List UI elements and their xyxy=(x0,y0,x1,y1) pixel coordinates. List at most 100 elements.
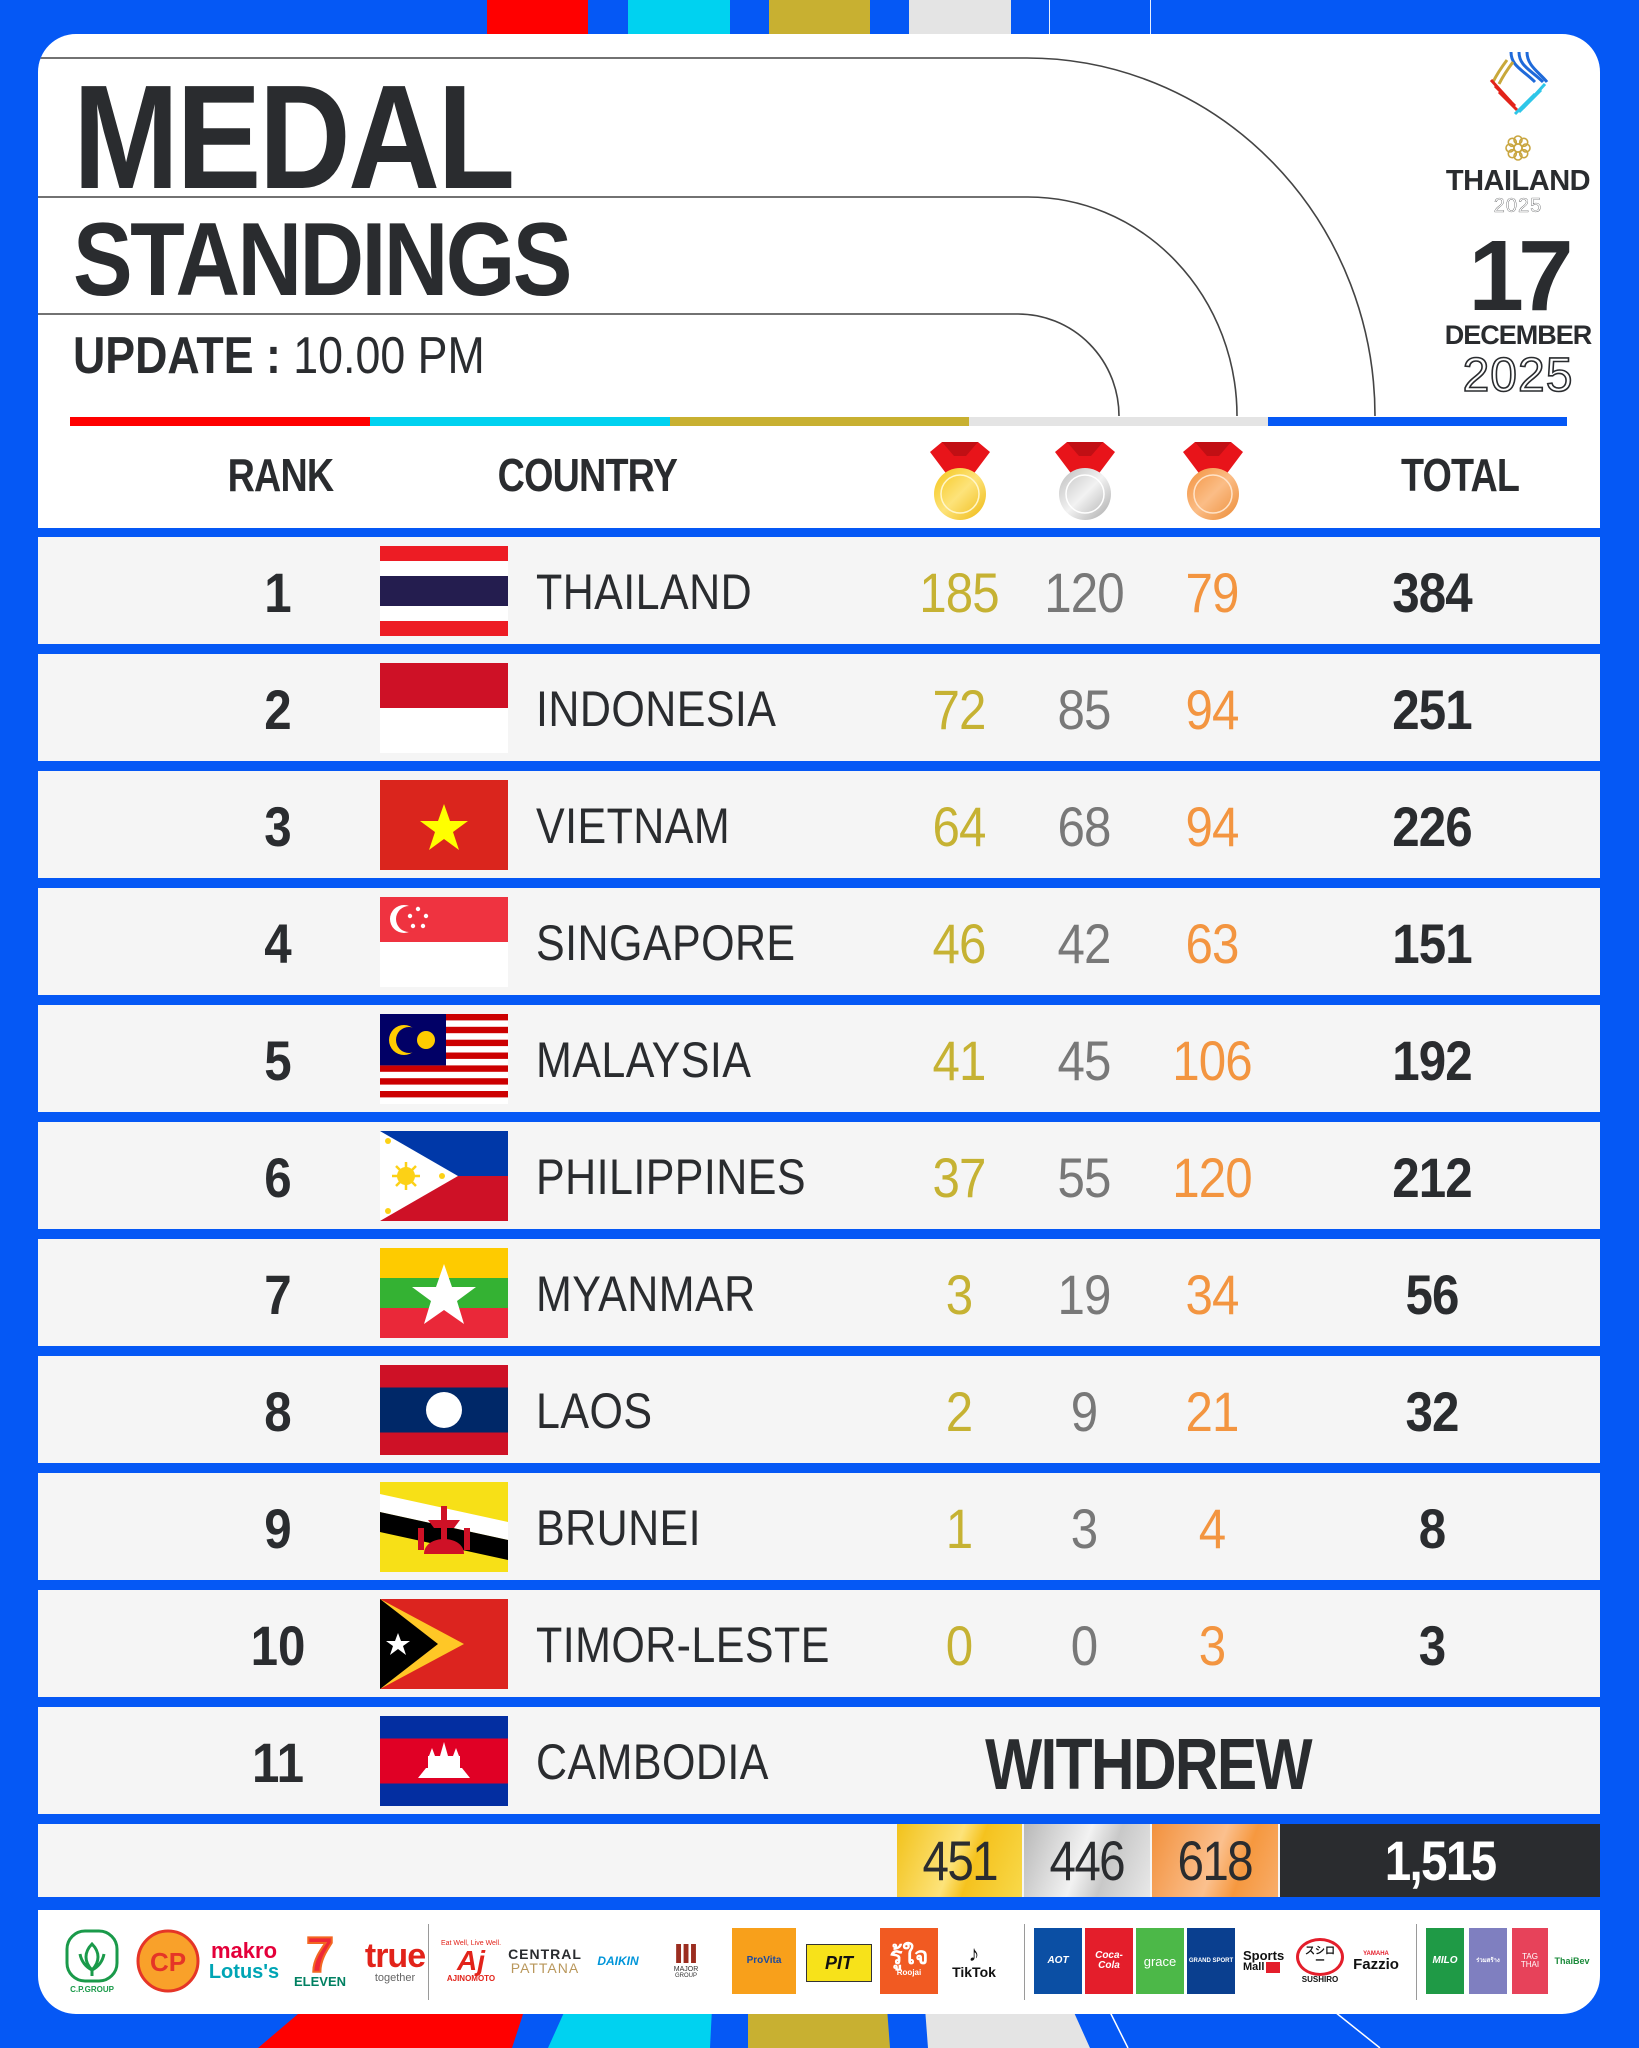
date-year: 2025 xyxy=(1462,349,1574,402)
sponsor-coca-cola-logo: Coca-Cola xyxy=(1085,1928,1133,1994)
gold-count: 185 xyxy=(919,561,999,624)
total-gold: 451 xyxy=(922,1828,998,1892)
total-count: 56 xyxy=(1405,1263,1459,1326)
update-label: UPDATE : xyxy=(73,327,281,385)
rank-cell: 3 xyxy=(264,795,292,858)
table-row: 9 BRUNEI 1 3 4 8 xyxy=(38,1473,1600,1580)
sponsor-thaibev-logo: ThaiBev xyxy=(1554,1955,1590,1966)
column-header-rank: RANK xyxy=(227,449,335,501)
gold-count: 41 xyxy=(932,1029,986,1092)
rank-cell: 1 xyxy=(264,561,292,624)
country-name: VIETNAM xyxy=(536,798,731,854)
silver-count: 120 xyxy=(1044,561,1124,624)
sea-games-emblem-icon xyxy=(1489,51,1549,116)
thailand-flag-icon xyxy=(380,546,508,636)
sponsor-tag-thai-logo: TAG THAI xyxy=(1512,1928,1548,1994)
sponsor-sushiro-logo: スシロー SUSHIRO xyxy=(1296,1928,1344,1994)
country-name: INDONESIA xyxy=(536,681,777,737)
bronze-count: 94 xyxy=(1185,678,1239,741)
total-count: 251 xyxy=(1392,678,1472,741)
silver-count: 3 xyxy=(1070,1497,1098,1560)
update-time: UPDATE : 10.00 PM xyxy=(73,330,485,382)
total-count: 3 xyxy=(1418,1614,1446,1677)
country-name: LAOS xyxy=(536,1383,653,1439)
table-row: 5 MALAYSIA 41 45 106 192 xyxy=(38,1005,1600,1112)
rank-cell: 6 xyxy=(264,1146,292,1209)
sponsor-makro-lotus-logo: makro Lotus's xyxy=(208,1938,280,1983)
silver-count: 19 xyxy=(1057,1263,1111,1326)
total-bronze: 618 xyxy=(1177,1828,1254,1892)
track-lines-decor xyxy=(38,57,1376,417)
gold-count: 2 xyxy=(945,1380,973,1443)
sponsor-divider xyxy=(1416,1924,1417,2000)
total-count: 151 xyxy=(1392,912,1472,975)
table-row: 10 TIMOR-LESTE 0 0 3 3 xyxy=(38,1590,1600,1697)
total-bronze-box: 618 xyxy=(1152,1824,1278,1897)
table-row: 3 VIETNAM 64 68 94 226 xyxy=(38,771,1600,878)
table-row: 2 INDONESIA 72 85 94 251 xyxy=(38,654,1600,761)
gold-count: 64 xyxy=(932,795,986,858)
sponsor-grand-sport-logo: GRAND SPORT xyxy=(1187,1928,1235,1994)
timor-leste-flag-icon xyxy=(380,1599,508,1689)
sponsor-daikin-logo: DAIKIN xyxy=(597,1954,639,1968)
total-count: 226 xyxy=(1392,795,1472,858)
top-stripe-cyan xyxy=(628,0,730,34)
sponsor-true-logo: true together xyxy=(364,1936,426,1984)
sponsor-milo-logo: MILO xyxy=(1426,1928,1464,1994)
thailand-2025-logo: THAILAND 2025 xyxy=(1438,48,1598,216)
total-gold-box: 451 xyxy=(897,1824,1022,1897)
silver-medal-icon xyxy=(1055,442,1115,520)
header-stripe-red xyxy=(70,417,370,426)
grand-total: 1,515 xyxy=(1384,1828,1497,1892)
total-silver: 446 xyxy=(1049,1828,1126,1892)
svg-text:C.P.GROUP: C.P.GROUP xyxy=(70,1985,115,1994)
logo-country: THAILAND xyxy=(1445,165,1591,197)
silver-count: 45 xyxy=(1057,1029,1111,1092)
bronze-count: 34 xyxy=(1185,1263,1239,1326)
gold-count: 72 xyxy=(932,678,986,741)
sponsor-footer: C.P.GROUP CP makro Lotus's 7 ELEVEN true… xyxy=(38,1910,1600,2014)
table-row: 4 SINGAPORE 46 42 63 151 xyxy=(38,888,1600,995)
sponsor-ruamsang-logo: ร่วมสร้าง xyxy=(1469,1928,1507,1994)
gold-count: 46 xyxy=(932,912,986,975)
table-row: 8 LAOS 2 9 21 32 xyxy=(38,1356,1600,1463)
totals-row: 451 446 618 1,515 xyxy=(38,1824,1600,1897)
rank-cell: 4 xyxy=(264,912,292,975)
country-name: THAILAND xyxy=(536,564,753,620)
myanmar-flag-icon xyxy=(380,1248,508,1338)
bronze-count: 63 xyxy=(1185,912,1239,975)
vietnam-flag-icon xyxy=(380,780,508,870)
header-stripe-gray xyxy=(969,417,1268,426)
sponsor-tiktok-logo: ♪ TikTok xyxy=(952,1941,996,1980)
svg-text:CP: CP xyxy=(150,1947,186,1977)
sponsor-roojai-logo: รู้ใจ Roojai xyxy=(880,1928,938,1994)
header-stripe-blue xyxy=(1268,417,1567,426)
top-stripe-gray xyxy=(909,0,1011,34)
gold-medal-icon xyxy=(930,442,990,520)
sponsor-central-pattana-logo: CENTRAL PATTANA xyxy=(508,1946,582,1976)
bronze-count: 79 xyxy=(1185,561,1239,624)
sponsor-pit-logo: PIT xyxy=(806,1944,872,1982)
sponsor-cp-logo: CP xyxy=(136,1928,200,1994)
column-header-total: TOTAL xyxy=(1400,449,1520,501)
gold-count: 37 xyxy=(932,1146,986,1209)
bronze-count: 94 xyxy=(1185,795,1239,858)
top-stripe-gold xyxy=(769,0,870,34)
silver-count: 55 xyxy=(1057,1146,1111,1209)
bronze-count: 4 xyxy=(1198,1497,1226,1560)
sponsor-major-group-logo: Ⅲ MAJOR GROUP xyxy=(673,1938,699,1980)
silver-count: 0 xyxy=(1070,1614,1098,1677)
sponsor-fazzio-logo: YAMAHA Fazzio xyxy=(1353,1950,1399,1973)
country-name: PHILIPPINES xyxy=(536,1149,806,1205)
silver-count: 42 xyxy=(1057,912,1111,975)
country-name: BRUNEI xyxy=(536,1500,702,1556)
rank-cell: 2 xyxy=(264,678,292,741)
sponsor-ajinomoto-logo: Eat Well, Live Well. Aj AJINOMOTO xyxy=(440,1939,502,1983)
top-thin-line xyxy=(1049,0,1050,34)
column-header-country: COUNTRY xyxy=(497,449,678,501)
sponsor-divider xyxy=(1024,1924,1025,2000)
country-name: MALAYSIA xyxy=(536,1032,752,1088)
flower-emblem-icon xyxy=(1505,135,1531,161)
indonesia-flag-icon xyxy=(380,663,508,753)
header-stripe-gold xyxy=(670,417,969,426)
